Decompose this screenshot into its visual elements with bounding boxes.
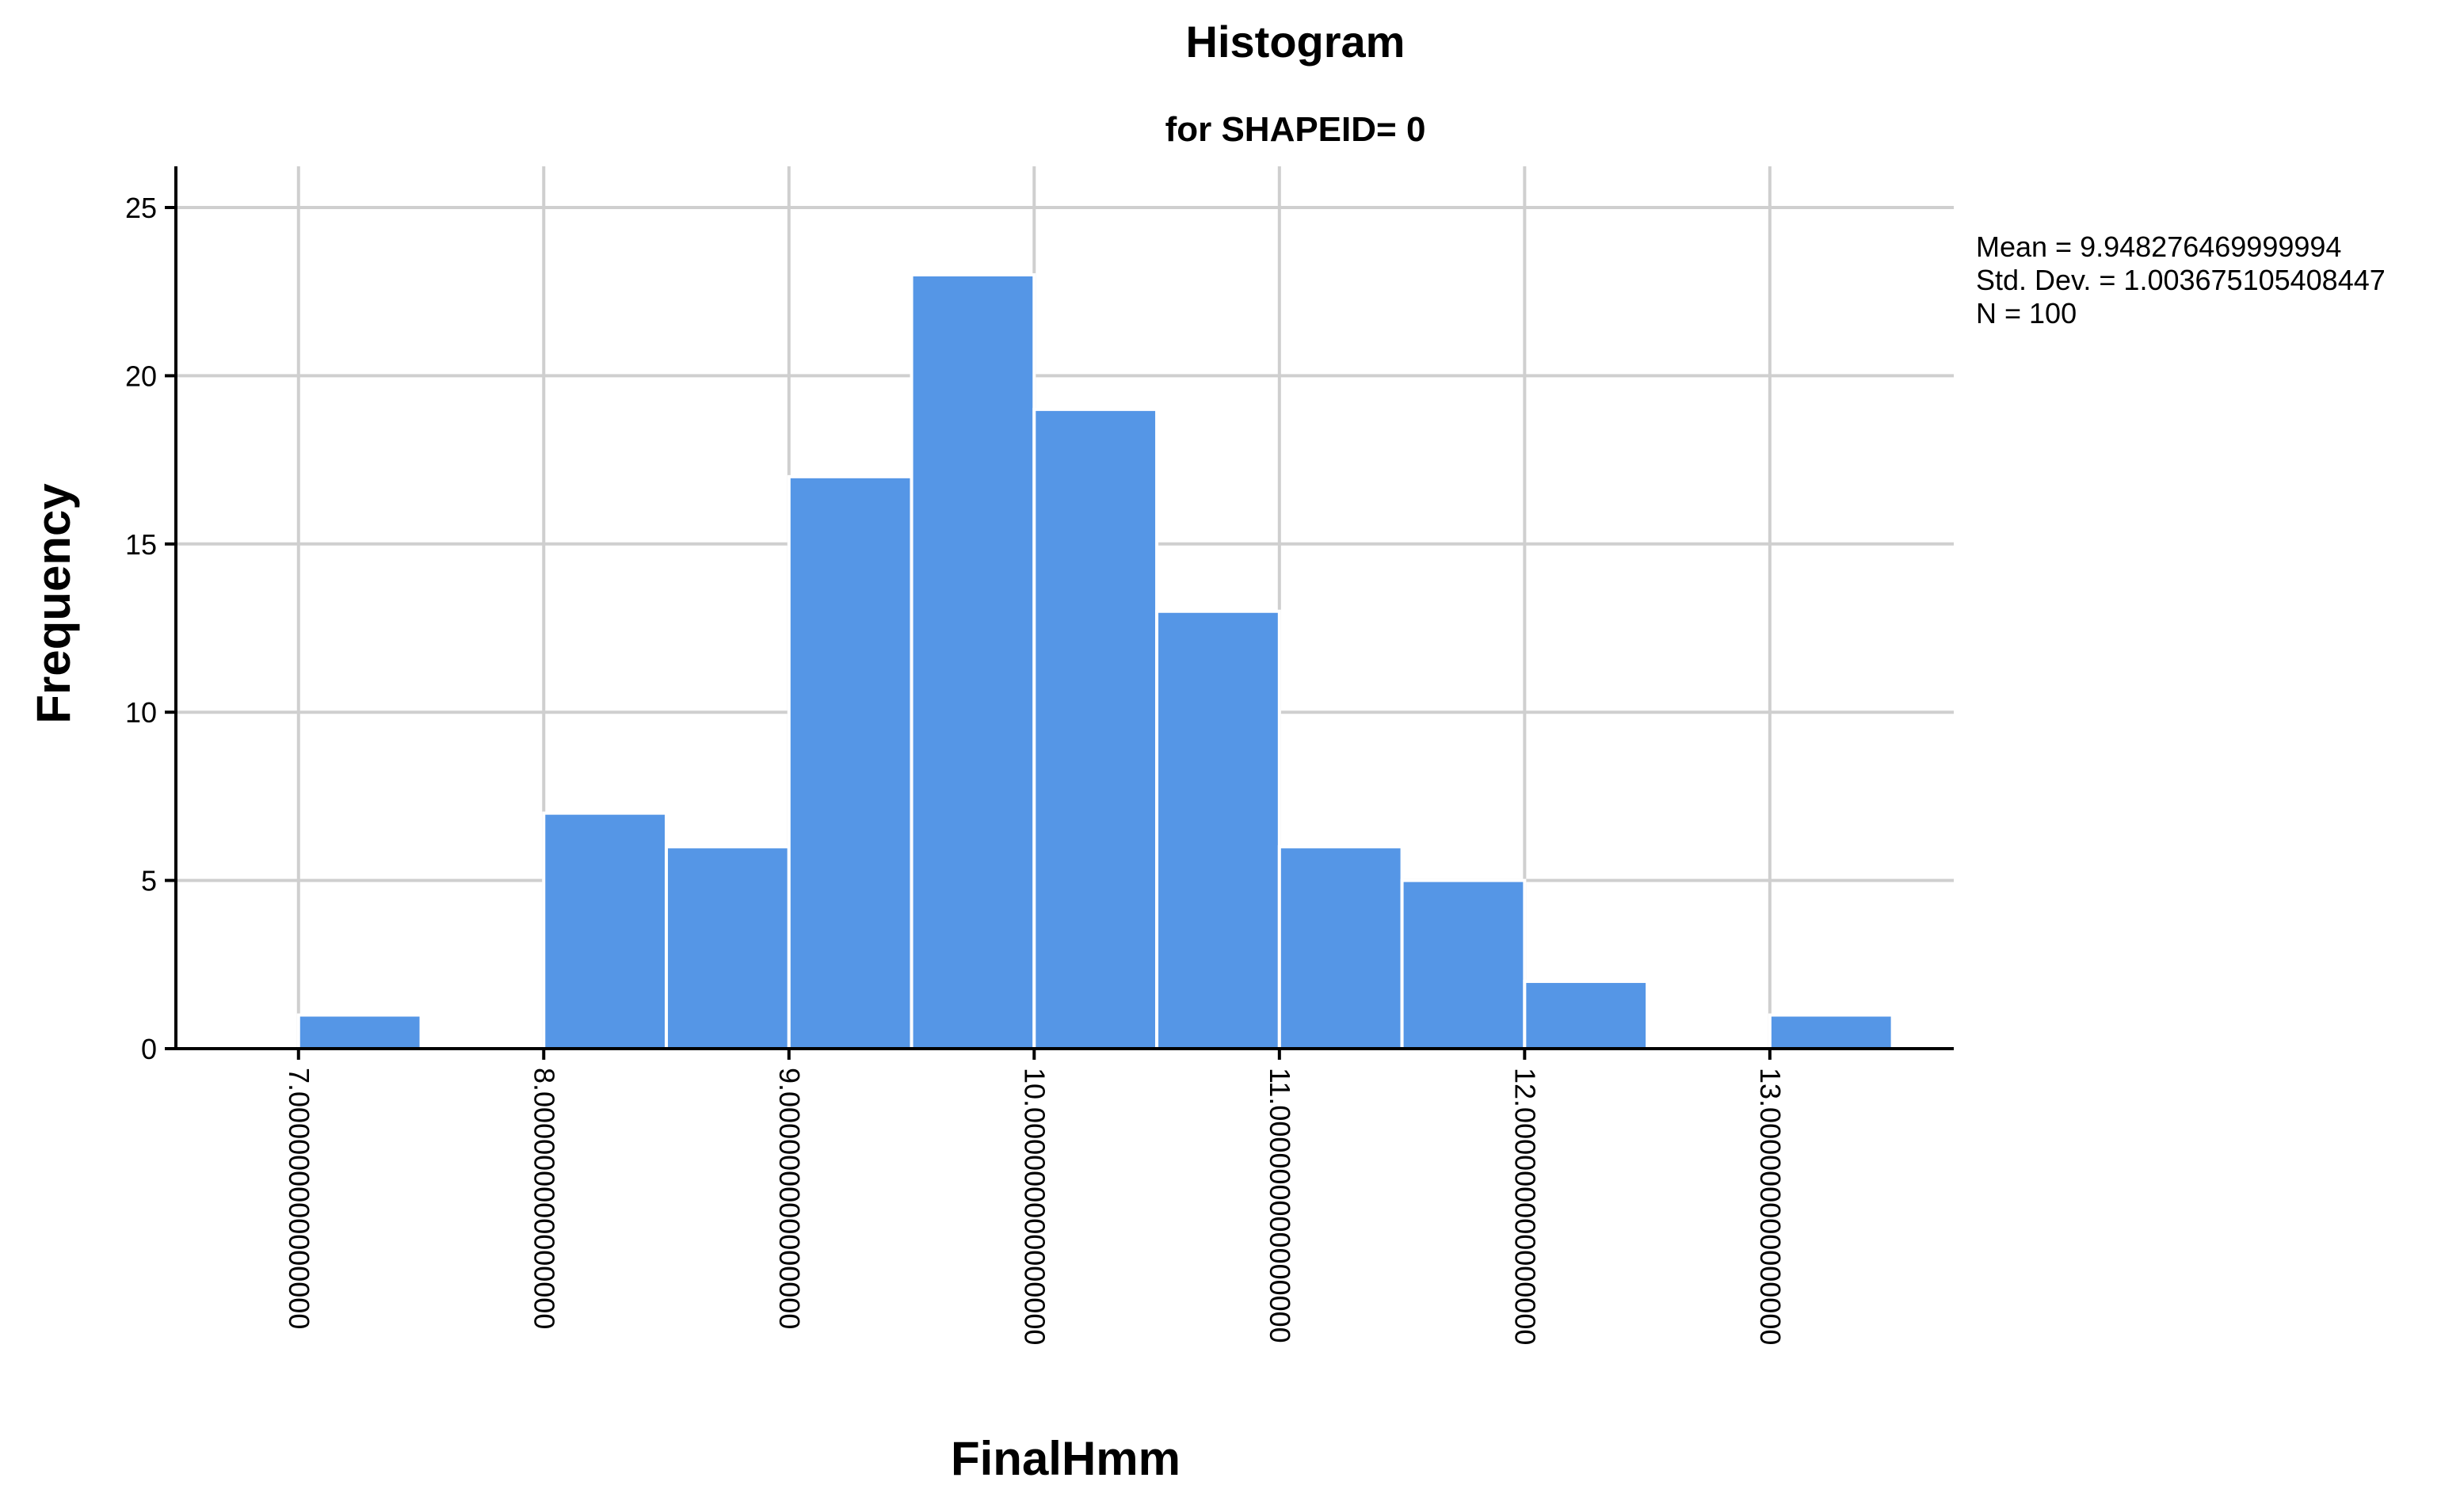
- stats-std-dev: Std. Dev. = 1.003675105408447: [1976, 264, 2386, 296]
- histogram-bar-0: [296, 1013, 423, 1051]
- histogram-bar-9: [1400, 878, 1527, 1050]
- x-tick-label-4: 11.000000000000000: [1264, 1068, 1296, 1343]
- axes: [165, 166, 1954, 1060]
- x-tick-labels: 7.000000000000000 8.000000000000000 9.0000…: [283, 1068, 1787, 1345]
- histogram-bar-8: [1277, 845, 1404, 1050]
- stats-n: N = 100: [1976, 297, 2077, 329]
- histogram-bar-3: [665, 845, 791, 1050]
- x-tick-label-3: 10.000000000000000: [1018, 1068, 1051, 1345]
- histogram-bar-5: [910, 272, 1036, 1050]
- y-tick-label-3: 15: [125, 528, 157, 561]
- y-tick-label-1: 5: [141, 865, 157, 897]
- x-tick-label-2: 9.000000000000000: [773, 1068, 806, 1329]
- histogram-bar-12: [1768, 1013, 1894, 1051]
- chart-title: Histogram: [1186, 17, 1406, 67]
- y-tick-label-2: 10: [125, 696, 157, 729]
- x-axis-title: FinalHmm: [951, 1432, 1181, 1485]
- grid-lines: [176, 166, 1954, 1049]
- y-axis-title: Frequency: [27, 483, 80, 724]
- histogram-bar-6: [1032, 407, 1159, 1050]
- histogram-bar-7: [1155, 609, 1281, 1050]
- y-tick-labels: 0 5 10 15 20 25: [125, 192, 157, 1065]
- y-tick-label-4: 20: [125, 360, 157, 392]
- chart-subtitle: for SHAPEID= 0: [1165, 110, 1426, 149]
- stats-legend: Mean = 9.948276469999994 Std. Dev. = 1.0…: [1976, 230, 2386, 329]
- histogram-bar-2: [542, 811, 669, 1050]
- histogram-bar-4: [787, 474, 914, 1050]
- histogram-bar-10: [1523, 980, 1650, 1051]
- x-tick-label-6: 13.000000000000000: [1754, 1068, 1787, 1345]
- stats-mean: Mean = 9.948276469999994: [1976, 230, 2341, 263]
- y-tick-label-5: 25: [125, 192, 157, 224]
- x-tick-label-1: 8.000000000000000: [528, 1068, 560, 1329]
- y-tick-label-0: 0: [141, 1033, 157, 1065]
- x-tick-label-5: 12.000000000000000: [1509, 1068, 1541, 1345]
- histogram-bars: [296, 272, 1894, 1051]
- x-tick-label-0: 7.000000000000000: [283, 1068, 315, 1329]
